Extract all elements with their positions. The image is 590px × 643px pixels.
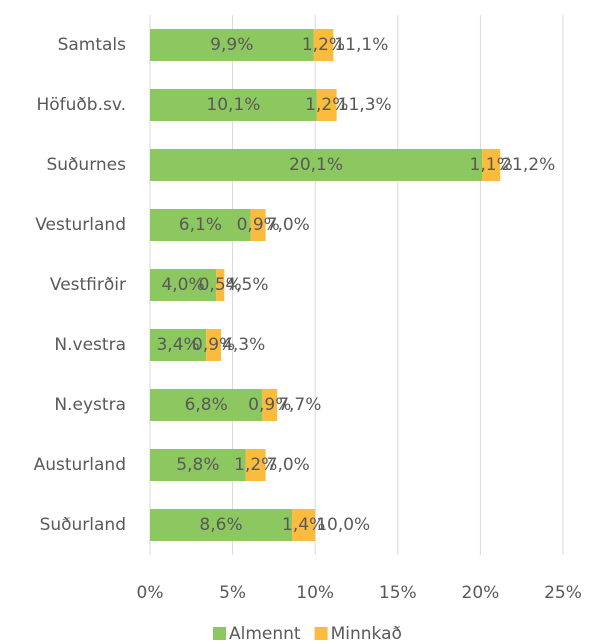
x-tick-label: 0% xyxy=(137,583,164,603)
bar-segment xyxy=(316,89,337,121)
bar-segment xyxy=(150,149,483,181)
data-label: 3,4% xyxy=(156,335,199,355)
y-tick-label: Austurland xyxy=(34,455,126,475)
data-label: 6,8% xyxy=(185,395,228,415)
bar-segment xyxy=(206,329,222,361)
bar-segment xyxy=(245,449,266,481)
legend-label: Minnkað xyxy=(331,624,402,643)
x-tick-label: 25% xyxy=(544,583,582,603)
bar-segment xyxy=(313,29,334,61)
data-label: 0,9% xyxy=(248,395,291,415)
total-label: 21,2% xyxy=(501,155,555,175)
x-tick-label: 10% xyxy=(296,583,334,603)
data-label: 1,2% xyxy=(234,455,277,475)
data-label: 1,2% xyxy=(305,95,348,115)
bar-segment xyxy=(150,389,263,421)
bar-segment xyxy=(292,509,316,541)
y-tick-label: Vesturland xyxy=(35,215,126,235)
bar-segment xyxy=(150,509,293,541)
data-label: 1,1% xyxy=(470,155,513,175)
y-tick-label: N.vestra xyxy=(54,335,126,355)
total-label: 4,3% xyxy=(222,335,265,355)
legend-label: Almennt xyxy=(229,624,301,643)
total-label: 11,3% xyxy=(338,95,392,115)
bar-segment xyxy=(482,149,501,181)
y-tick-label: Suðurland xyxy=(40,515,126,535)
legend-swatch xyxy=(213,627,226,640)
data-label: 0,9% xyxy=(192,335,235,355)
y-tick-label: N.eystra xyxy=(54,395,126,415)
total-label: 7,7% xyxy=(278,395,321,415)
data-label: 1,2% xyxy=(302,35,345,55)
total-label: 11,1% xyxy=(334,35,388,55)
data-label: 1,4% xyxy=(282,515,325,535)
total-label: 10,0% xyxy=(316,515,370,535)
y-tick-label: Suðurnes xyxy=(46,155,126,175)
total-label: 7,0% xyxy=(267,455,310,475)
bar-segment xyxy=(150,89,317,121)
x-tick-label: 5% xyxy=(219,583,246,603)
bar-segment xyxy=(150,29,314,61)
bar-segment xyxy=(216,269,225,301)
y-tick-label: Samtals xyxy=(58,35,127,55)
data-label: 0,5% xyxy=(199,275,242,295)
data-label: 20,1% xyxy=(289,155,343,175)
x-tick-label: 20% xyxy=(462,583,500,603)
bar-segment xyxy=(250,209,266,241)
y-tick-label: Vestfirðir xyxy=(50,275,126,295)
bar-segment xyxy=(150,269,217,301)
bar-segment xyxy=(150,209,251,241)
data-label: 0,9% xyxy=(237,215,280,235)
data-label: 4,0% xyxy=(161,275,204,295)
legend-swatch xyxy=(314,627,328,640)
data-label: 6,1% xyxy=(179,215,222,235)
total-label: 4,5% xyxy=(225,275,268,295)
data-label: 9,9% xyxy=(210,35,253,55)
x-tick-label: 15% xyxy=(379,583,417,603)
total-label: 7,0% xyxy=(267,215,310,235)
bar-segment xyxy=(150,449,246,481)
data-label: 8,6% xyxy=(199,515,242,535)
bar-segment xyxy=(150,329,207,361)
bar-segment xyxy=(262,389,278,421)
data-label: 10,1% xyxy=(206,95,260,115)
y-tick-label: Höfuðb.sv. xyxy=(36,95,126,115)
data-label: 5,8% xyxy=(176,455,219,475)
